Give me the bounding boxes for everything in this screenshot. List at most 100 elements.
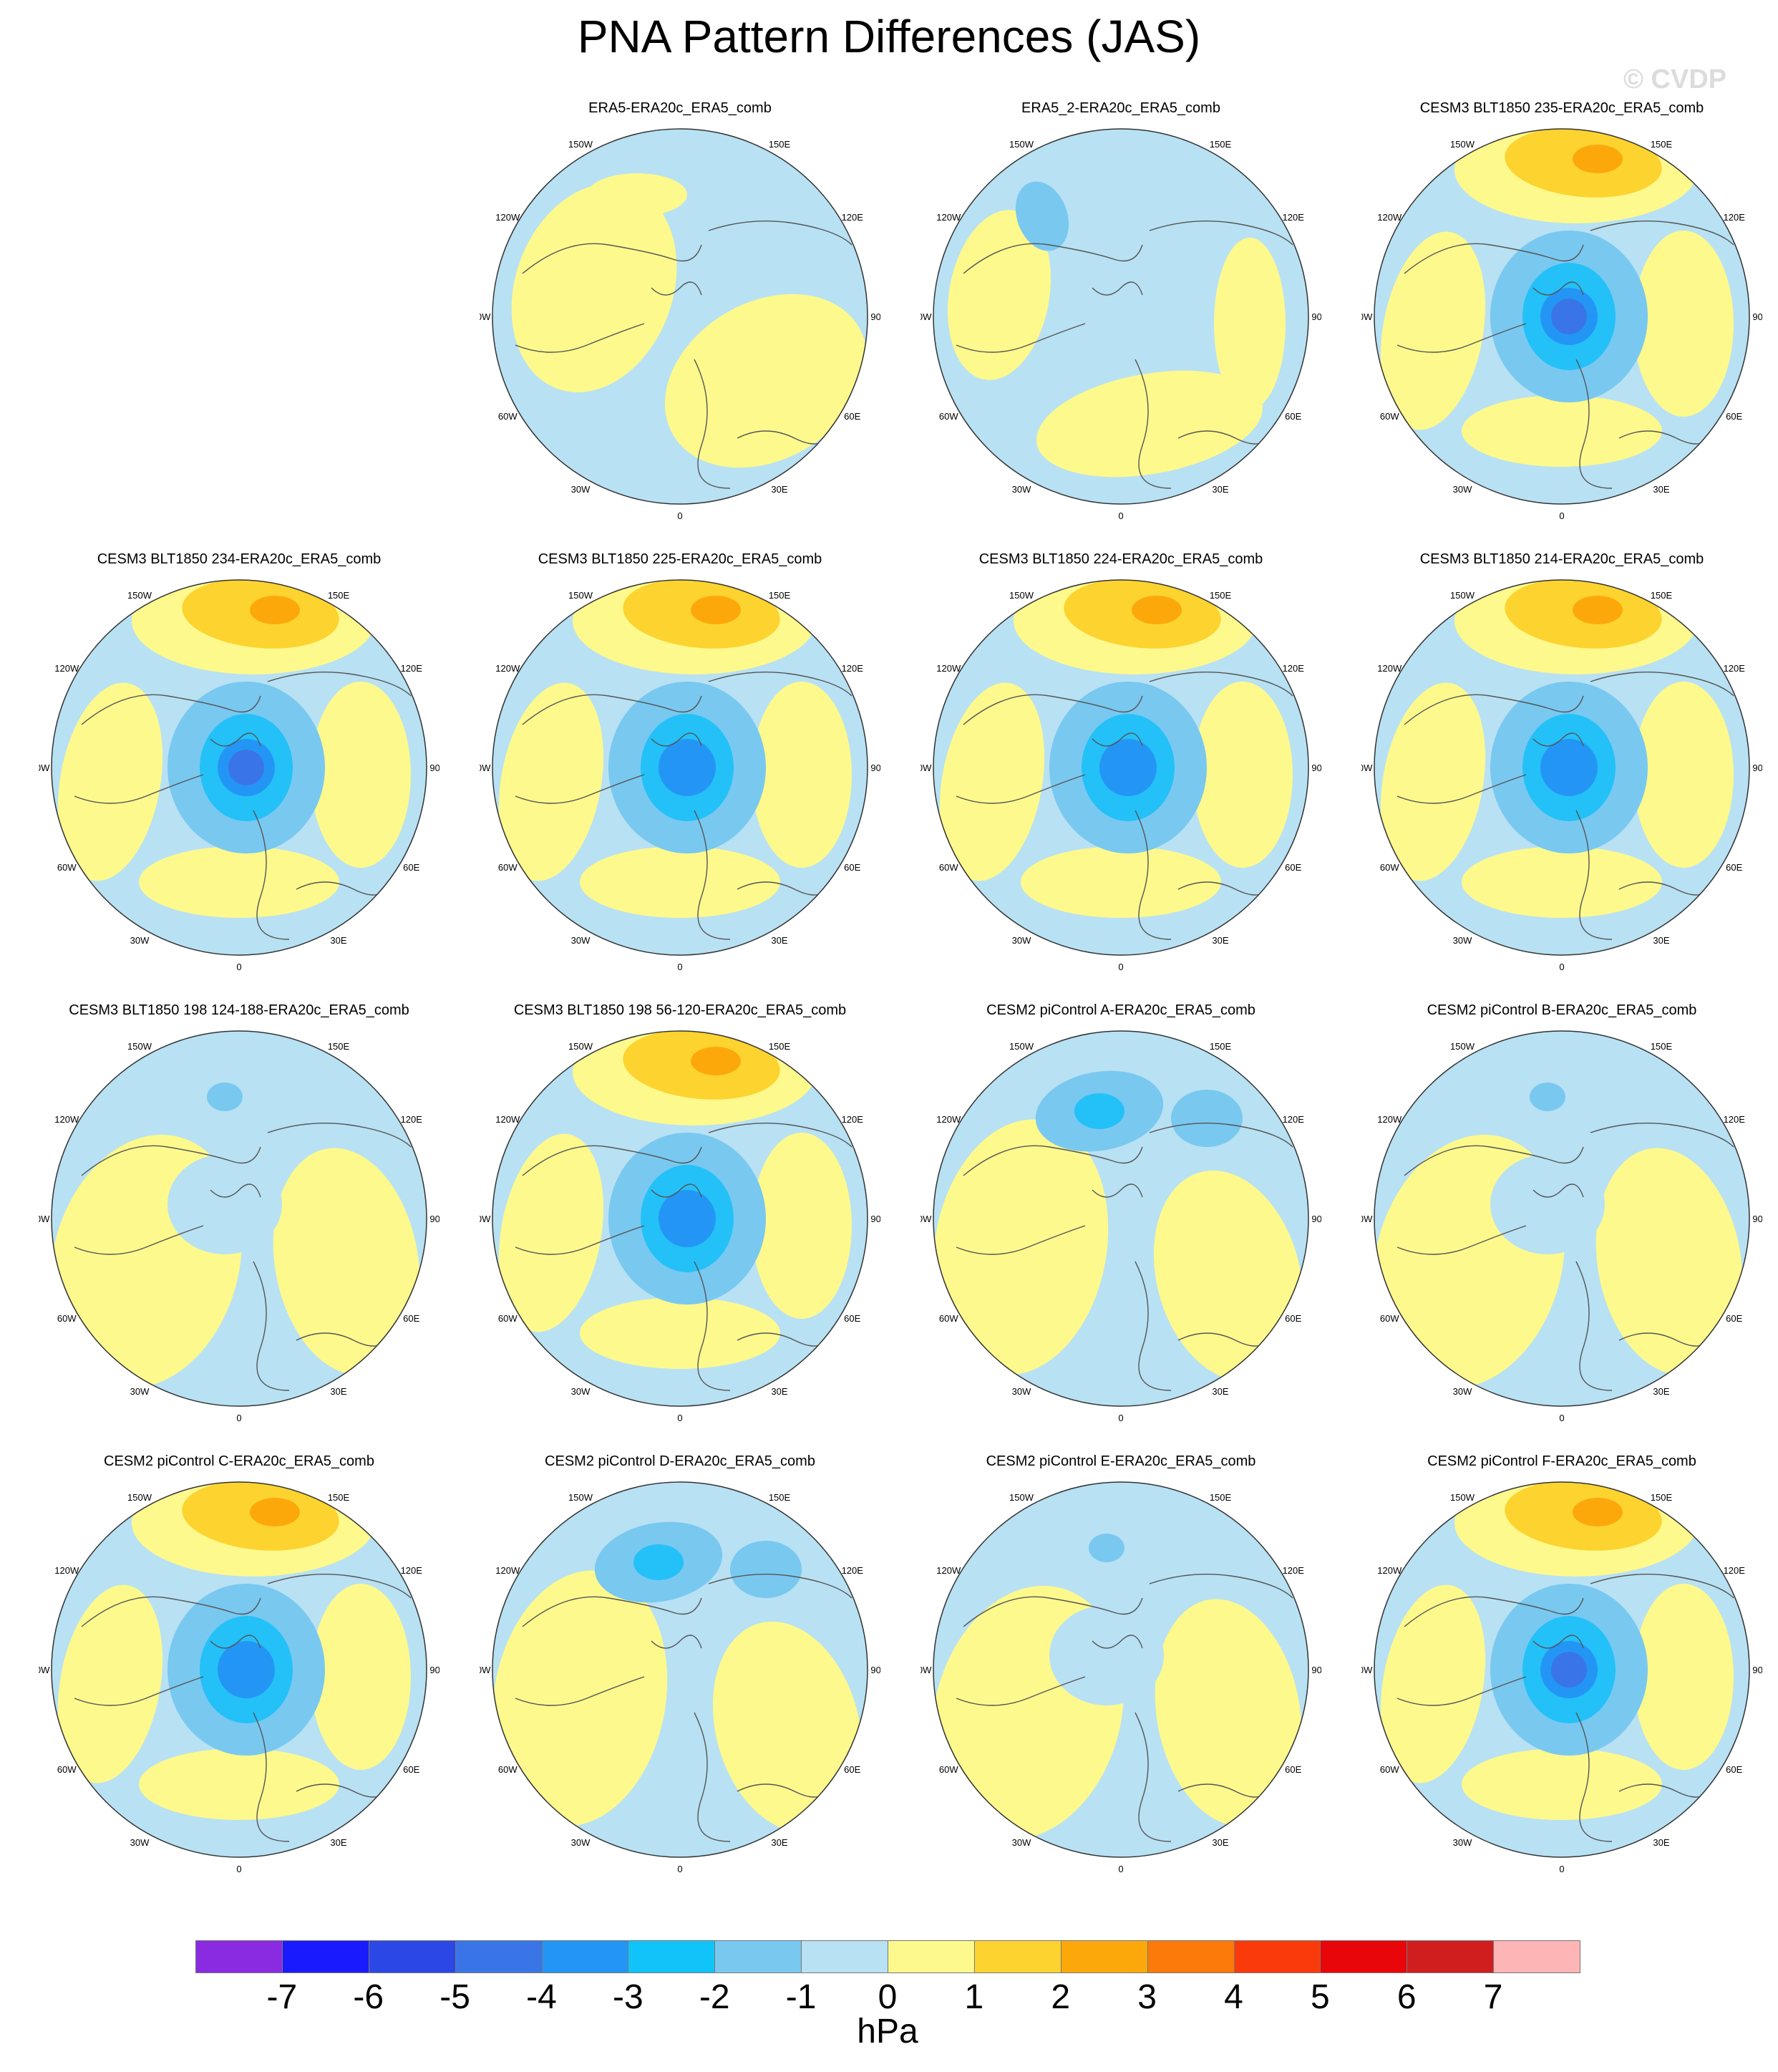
colorbar-swatch	[281, 1940, 369, 1973]
map-panel: CESM3 BLT1850 234-ERA20c_ERA5_comb 180 150…	[39, 551, 439, 981]
lon-label: 180	[1554, 573, 1570, 574]
pos-region	[1380, 231, 1486, 430]
coastline	[694, 359, 731, 489]
neg-region	[1171, 1090, 1243, 1147]
lon-label: 60W	[939, 862, 958, 873]
coastline	[81, 1145, 261, 1176]
coastline	[74, 1676, 204, 1706]
lon-label: 0	[1118, 962, 1123, 972]
pos-region	[1573, 596, 1623, 624]
pos-region	[311, 682, 411, 868]
lon-label: 30W	[1453, 484, 1472, 495]
pos-region	[498, 682, 604, 881]
lon-label: 60W	[939, 1764, 958, 1775]
polar-map: 180 150E 120E 90E 60E 30E 0 30W 60W 90W 120W 150W	[1361, 573, 1762, 972]
map-border	[51, 579, 427, 956]
neg-region	[207, 1083, 243, 1111]
lon-label: 120E	[842, 1565, 864, 1576]
coastline	[1532, 732, 1584, 747]
coastline	[1532, 1183, 1584, 1198]
polar-map: 180 150E 120E 90E 60E 30E 0 30W 60W 90W 120W 150W	[1361, 122, 1762, 521]
lon-label: 90W	[480, 1214, 491, 1224]
colorbar-tick-label: 0	[878, 1978, 898, 2016]
coastline	[1590, 220, 1734, 246]
colorbar-swatch	[1407, 1940, 1495, 1973]
map-panel: CESM2 piControl F-ERA20c_ERA5_comb 180 150…	[1361, 1453, 1762, 1883]
colorbar-swatch	[1147, 1940, 1235, 1973]
colorbar-swatch	[455, 1940, 543, 1973]
map-border	[492, 579, 868, 956]
colorbar-tick-label: 7	[1483, 1978, 1503, 2016]
lon-label: 120W	[1377, 1565, 1402, 1576]
pos-region	[1633, 231, 1734, 417]
pos-region	[311, 1584, 411, 1770]
polar-map: 180 150E 120E 90E 60E 30E 0 30W 60W 90W 120W 150W	[920, 122, 1321, 521]
panel-title: CESM2 piControl A-ERA20c_ERA5_comb	[986, 1002, 1255, 1018]
map-border	[51, 1030, 427, 1407]
coastline	[210, 1635, 261, 1649]
lon-label: 30E	[1212, 935, 1228, 946]
lon-label: 60W	[57, 862, 77, 873]
lon-label: 30E	[330, 935, 346, 946]
neg-region	[228, 750, 264, 785]
map-border	[492, 128, 868, 505]
lon-label: 150E	[1651, 1492, 1673, 1503]
lon-label: 150E	[769, 1041, 791, 1052]
coastline	[956, 1225, 1086, 1255]
coastline	[963, 243, 1143, 274]
coastline	[708, 1122, 852, 1148]
pos-region	[1132, 596, 1182, 624]
lon-label: 150W	[1450, 1041, 1475, 1052]
watermark: © CVDP	[1623, 64, 1727, 95]
coastline	[74, 774, 204, 804]
lon-label: 0	[1559, 1413, 1564, 1423]
lon-label: 30E	[330, 1837, 346, 1848]
neg-region	[1551, 1652, 1587, 1688]
coastline	[515, 1676, 645, 1706]
coastline	[253, 1712, 290, 1842]
lon-label: 30E	[771, 1837, 787, 1848]
polar-map: 180 150E 120E 90E 60E 30E 0 30W 60W 90W 120W 150W	[480, 122, 880, 521]
lon-label: 120E	[1724, 663, 1746, 674]
pos-region	[1380, 1584, 1486, 1783]
coastline	[1135, 1261, 1172, 1391]
lon-label: 150W	[1009, 1492, 1034, 1503]
lon-label: 0	[677, 510, 682, 521]
coastline	[708, 1573, 852, 1599]
lon-label: 180	[231, 1475, 247, 1476]
colorbar-tick-label: 4	[1224, 1978, 1243, 2016]
lon-label: 0	[1118, 1413, 1123, 1423]
colorbar-tick-label: -4	[526, 1978, 557, 2016]
colorbar-tick-label: -1	[785, 1978, 817, 2016]
panel-title: CESM3 BLT1850 234-ERA20c_ERA5_comb	[97, 551, 382, 567]
coastline	[267, 671, 412, 697]
lon-label: 0	[1559, 510, 1564, 521]
lon-label: 120E	[1724, 1114, 1746, 1125]
panel-title: CESM2 piControl B-ERA20c_ERA5_comb	[1427, 1002, 1697, 1018]
coastline	[1149, 220, 1293, 246]
coastline	[522, 1145, 702, 1176]
pos-region	[752, 682, 852, 868]
neg-region	[659, 1190, 716, 1247]
lon-label: 150W	[568, 590, 593, 601]
colorbar-tick-label: -2	[699, 1978, 730, 2016]
map-panel: CESM2 piControl C-ERA20c_ERA5_comb 180 150…	[39, 1453, 439, 1883]
lon-label: 120W	[495, 212, 520, 223]
pos-region	[273, 1148, 420, 1375]
lon-label: 120E	[1724, 1565, 1746, 1576]
pos-region	[1633, 1584, 1734, 1770]
lon-label: 30E	[771, 484, 787, 495]
map-border	[1374, 128, 1750, 505]
neg-region	[633, 1544, 684, 1580]
neg-region	[218, 1641, 275, 1698]
neg-region	[730, 1541, 802, 1598]
lon-label: 60E	[1726, 862, 1742, 873]
lon-label: 150E	[1651, 590, 1673, 601]
coastline	[956, 1676, 1086, 1706]
polar-map: 180 150E 120E 90E 60E 30E 0 30W 60W 90W 120W 150W	[1361, 1475, 1762, 1874]
pos-region	[933, 1119, 1109, 1375]
coastline	[210, 1183, 261, 1198]
coastline	[651, 732, 702, 747]
polar-map: 180 150E 120E 90E 60E 30E 0 30W 60W 90W 120W 150W	[39, 573, 439, 972]
lon-label: 150E	[1651, 139, 1673, 150]
